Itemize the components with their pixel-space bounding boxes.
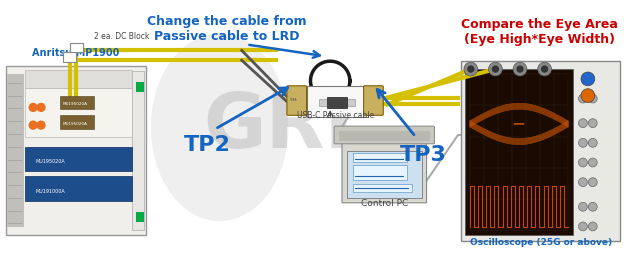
FancyBboxPatch shape: [136, 82, 144, 92]
Text: MU195020A: MU195020A: [35, 160, 65, 165]
Text: 2 ea. DC Block: 2 ea. DC Block: [94, 32, 149, 41]
Circle shape: [579, 178, 588, 187]
FancyBboxPatch shape: [347, 151, 422, 198]
Circle shape: [517, 66, 523, 72]
FancyBboxPatch shape: [6, 74, 24, 227]
Circle shape: [588, 138, 597, 147]
FancyBboxPatch shape: [63, 52, 76, 62]
Circle shape: [29, 121, 37, 129]
Text: Compare the Eye Area
(Eye High*Eye Width): Compare the Eye Area (Eye High*Eye Width…: [461, 18, 618, 46]
Circle shape: [588, 222, 597, 231]
FancyBboxPatch shape: [461, 61, 620, 241]
Circle shape: [513, 62, 527, 76]
Circle shape: [492, 66, 499, 72]
Circle shape: [29, 104, 37, 111]
Text: TP3: TP3: [400, 145, 447, 165]
FancyBboxPatch shape: [6, 66, 146, 235]
FancyBboxPatch shape: [353, 153, 407, 162]
Circle shape: [579, 119, 588, 127]
Circle shape: [37, 121, 45, 129]
FancyBboxPatch shape: [136, 212, 144, 222]
Text: MU195020A: MU195020A: [63, 122, 88, 126]
Text: MU195020A: MU195020A: [63, 103, 88, 107]
Circle shape: [588, 202, 597, 211]
Circle shape: [537, 62, 551, 76]
Text: Control PC: Control PC: [361, 199, 408, 208]
FancyBboxPatch shape: [25, 70, 132, 88]
FancyBboxPatch shape: [353, 184, 411, 192]
FancyBboxPatch shape: [353, 165, 407, 180]
Circle shape: [579, 138, 588, 147]
Circle shape: [488, 62, 502, 76]
Text: TP2: TP2: [184, 135, 231, 155]
FancyBboxPatch shape: [342, 142, 427, 203]
Text: Oscilloscope (25G or above): Oscilloscope (25G or above): [469, 238, 612, 247]
FancyBboxPatch shape: [319, 99, 355, 107]
Text: SMA: SMA: [290, 98, 298, 101]
Circle shape: [588, 158, 597, 167]
Circle shape: [468, 66, 474, 72]
FancyBboxPatch shape: [132, 71, 144, 230]
Text: Change the cable from
Passive cable to LRD: Change the cable from Passive cable to L…: [147, 15, 307, 43]
Circle shape: [581, 89, 595, 103]
Circle shape: [581, 72, 595, 86]
Text: GRL: GRL: [204, 90, 373, 164]
FancyBboxPatch shape: [25, 147, 132, 171]
FancyBboxPatch shape: [307, 86, 368, 117]
Circle shape: [579, 94, 588, 103]
Circle shape: [579, 222, 588, 231]
Circle shape: [579, 202, 588, 211]
Circle shape: [542, 66, 548, 72]
FancyBboxPatch shape: [25, 88, 132, 137]
Circle shape: [579, 158, 588, 167]
Circle shape: [588, 119, 597, 127]
FancyBboxPatch shape: [287, 86, 307, 115]
FancyBboxPatch shape: [364, 86, 384, 115]
Circle shape: [464, 62, 478, 76]
Text: USB-C Passive cable: USB-C Passive cable: [296, 111, 374, 120]
FancyBboxPatch shape: [69, 42, 83, 52]
FancyBboxPatch shape: [465, 69, 573, 235]
FancyBboxPatch shape: [60, 115, 94, 129]
Text: Anritsu MP1900: Anritsu MP1900: [32, 48, 120, 58]
Ellipse shape: [151, 33, 289, 221]
Text: MU191000A: MU191000A: [35, 189, 65, 194]
FancyBboxPatch shape: [328, 97, 347, 108]
FancyBboxPatch shape: [60, 96, 94, 109]
FancyBboxPatch shape: [339, 131, 429, 141]
Circle shape: [37, 104, 45, 111]
FancyBboxPatch shape: [25, 176, 132, 201]
Circle shape: [588, 94, 597, 103]
FancyBboxPatch shape: [334, 126, 434, 144]
Circle shape: [588, 178, 597, 187]
